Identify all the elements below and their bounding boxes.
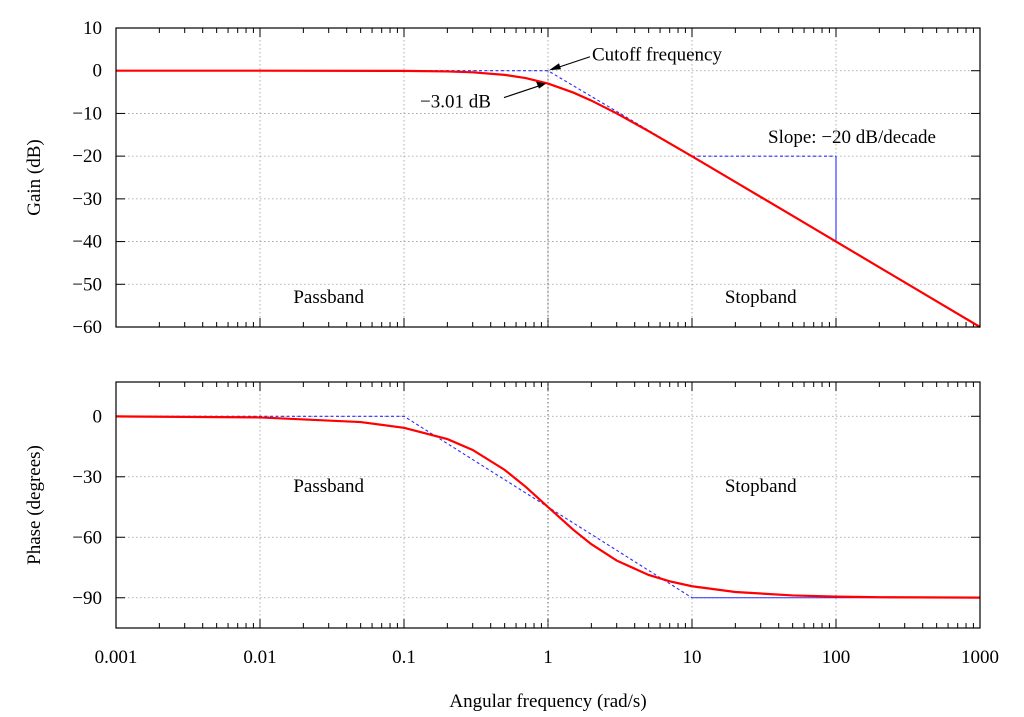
phase-plot-frame	[115, 381, 981, 629]
phase-ticks	[115, 382, 981, 628]
y-tick-label: −90	[72, 588, 102, 609]
minus-3db-arrowhead	[536, 81, 546, 89]
magnitude-stopband-label: Stopband	[725, 287, 797, 308]
phase-grid	[116, 382, 980, 628]
x-tick-label: 100	[822, 647, 851, 668]
magnitude-y-tick-labels: 10 0 −10 −20 −30 −40 −50 −60	[72, 18, 102, 338]
frequency-axis-label: Angular frequency (rad/s)	[449, 691, 646, 712]
cutoff-arrowhead	[549, 63, 561, 71]
x-tick-label: 0.01	[243, 647, 276, 668]
phase-panel: 0 −30 −60 −90 0.001 0.01 0.1 1 10 100 1000 Phase …	[24, 381, 999, 712]
x-tick-label: 1000	[961, 647, 999, 668]
phase-passband-label: Passband	[293, 476, 364, 497]
magnitude-passband-label: Passband	[293, 287, 364, 308]
y-tick-label: −50	[72, 274, 102, 295]
magnitude-plot-frame	[115, 27, 981, 328]
x-tick-label: 1	[543, 647, 553, 668]
minus-3db-annotation: −3.01 dB	[420, 92, 491, 113]
y-tick-label: −60	[72, 527, 102, 548]
y-tick-label: −30	[72, 467, 102, 488]
y-tick-label: 0	[93, 61, 103, 82]
y-tick-label: −20	[72, 146, 102, 167]
y-tick-label: −60	[72, 317, 102, 338]
x-tick-label: 0.001	[95, 647, 138, 668]
phase-response-line	[115, 415, 981, 599]
x-tick-labels: 0.001 0.01 0.1 1 10 100 1000	[95, 647, 999, 668]
slope-annotation: Slope: −20 dB/decade	[768, 127, 936, 148]
phase-axis-label: Phase (degrees)	[24, 445, 45, 565]
y-tick-label: −10	[72, 103, 102, 124]
magnitude-grid	[116, 28, 980, 327]
y-tick-label: 0	[93, 406, 103, 427]
y-tick-label: −30	[72, 189, 102, 210]
x-tick-label: 10	[683, 647, 702, 668]
gain-axis-label: Gain (dB)	[24, 139, 45, 216]
y-tick-label: −40	[72, 232, 102, 253]
x-tick-label: 0.1	[392, 647, 416, 668]
cutoff-frequency-annotation: Cutoff frequency	[592, 45, 722, 66]
phase-y-tick-labels: 0 −30 −60 −90	[72, 406, 102, 608]
minus-3db-arrow	[503, 85, 541, 99]
y-tick-label: 10	[83, 18, 102, 39]
phase-stopband-label: Stopband	[725, 476, 797, 497]
magnitude-panel: 10 0 −10 −20 −30 −40 −50 −60 Gain (dB) Cutoff f…	[24, 18, 981, 338]
gain-response-line	[116, 69, 981, 328]
